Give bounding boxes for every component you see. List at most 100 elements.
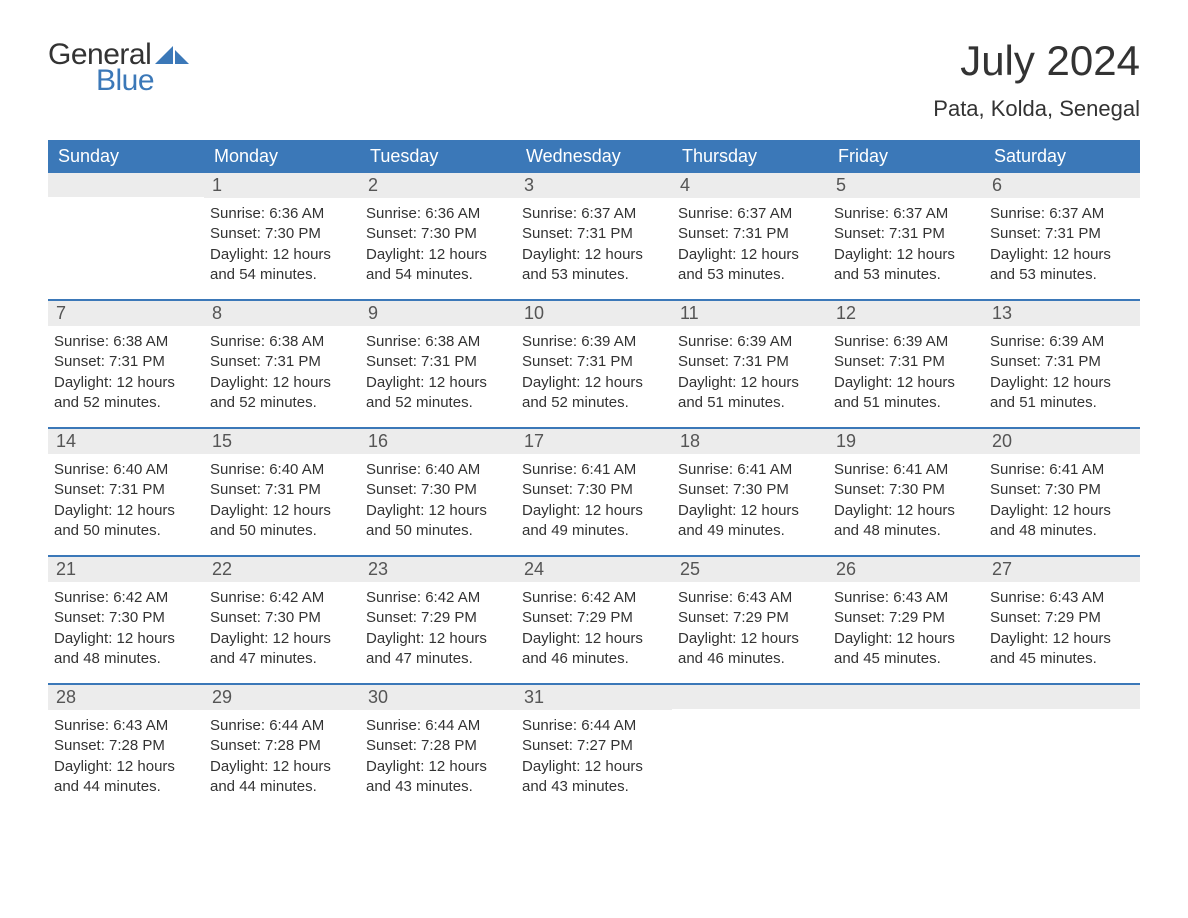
daylight-text: Daylight: 12 hours and 43 minutes. — [522, 757, 664, 798]
day-content: Sunrise: 6:40 AMSunset: 7:31 PMDaylight:… — [48, 454, 204, 555]
sunrise-text: Sunrise: 6:39 AM — [990, 332, 1132, 352]
sunrise-text: Sunrise: 6:40 AM — [366, 460, 508, 480]
sunset-text: Sunset: 7:30 PM — [522, 480, 664, 500]
daylight-text: Daylight: 12 hours and 47 minutes. — [210, 629, 352, 670]
day-cell: 16Sunrise: 6:40 AMSunset: 7:30 PMDayligh… — [360, 429, 516, 555]
day-content: Sunrise: 6:39 AMSunset: 7:31 PMDaylight:… — [984, 326, 1140, 427]
daylight-text: Daylight: 12 hours and 46 minutes. — [678, 629, 820, 670]
daylight-text: Daylight: 12 hours and 54 minutes. — [366, 245, 508, 286]
sunrise-text: Sunrise: 6:43 AM — [834, 588, 976, 608]
day-number: 1 — [204, 173, 360, 198]
day-content: Sunrise: 6:37 AMSunset: 7:31 PMDaylight:… — [516, 198, 672, 299]
daylight-text: Daylight: 12 hours and 53 minutes. — [678, 245, 820, 286]
day-content: Sunrise: 6:43 AMSunset: 7:29 PMDaylight:… — [672, 582, 828, 683]
day-cell: 20Sunrise: 6:41 AMSunset: 7:30 PMDayligh… — [984, 429, 1140, 555]
sunrise-text: Sunrise: 6:37 AM — [678, 204, 820, 224]
day-content: Sunrise: 6:39 AMSunset: 7:31 PMDaylight:… — [516, 326, 672, 427]
day-number: 13 — [984, 301, 1140, 326]
sunrise-text: Sunrise: 6:37 AM — [990, 204, 1132, 224]
day-content: Sunrise: 6:36 AMSunset: 7:30 PMDaylight:… — [204, 198, 360, 299]
day-cell — [672, 685, 828, 811]
sunset-text: Sunset: 7:27 PM — [522, 736, 664, 756]
day-number: 28 — [48, 685, 204, 710]
day-number: 19 — [828, 429, 984, 454]
weekday-header: Tuesday — [360, 140, 516, 173]
sunset-text: Sunset: 7:30 PM — [990, 480, 1132, 500]
sunrise-text: Sunrise: 6:42 AM — [54, 588, 196, 608]
daylight-text: Daylight: 12 hours and 47 minutes. — [366, 629, 508, 670]
day-number: 14 — [48, 429, 204, 454]
daylight-text: Daylight: 12 hours and 52 minutes. — [522, 373, 664, 414]
day-content: Sunrise: 6:43 AMSunset: 7:28 PMDaylight:… — [48, 710, 204, 811]
day-cell: 30Sunrise: 6:44 AMSunset: 7:28 PMDayligh… — [360, 685, 516, 811]
day-number: 11 — [672, 301, 828, 326]
day-cell: 22Sunrise: 6:42 AMSunset: 7:30 PMDayligh… — [204, 557, 360, 683]
sunset-text: Sunset: 7:31 PM — [54, 480, 196, 500]
day-number: 8 — [204, 301, 360, 326]
sunset-text: Sunset: 7:30 PM — [54, 608, 196, 628]
day-content: Sunrise: 6:41 AMSunset: 7:30 PMDaylight:… — [984, 454, 1140, 555]
day-number: 27 — [984, 557, 1140, 582]
day-content: Sunrise: 6:41 AMSunset: 7:30 PMDaylight:… — [516, 454, 672, 555]
sunset-text: Sunset: 7:31 PM — [522, 224, 664, 244]
sunset-text: Sunset: 7:31 PM — [366, 352, 508, 372]
sunrise-text: Sunrise: 6:42 AM — [366, 588, 508, 608]
daylight-text: Daylight: 12 hours and 53 minutes. — [522, 245, 664, 286]
logo-word-blue: Blue — [96, 66, 189, 96]
daylight-text: Daylight: 12 hours and 51 minutes. — [990, 373, 1132, 414]
sunrise-text: Sunrise: 6:41 AM — [834, 460, 976, 480]
sunset-text: Sunset: 7:31 PM — [834, 224, 976, 244]
daylight-text: Daylight: 12 hours and 46 minutes. — [522, 629, 664, 670]
day-number: 5 — [828, 173, 984, 198]
day-content: Sunrise: 6:43 AMSunset: 7:29 PMDaylight:… — [984, 582, 1140, 683]
sunrise-text: Sunrise: 6:44 AM — [522, 716, 664, 736]
sunrise-text: Sunrise: 6:39 AM — [678, 332, 820, 352]
day-content: Sunrise: 6:43 AMSunset: 7:29 PMDaylight:… — [828, 582, 984, 683]
week-row: 14Sunrise: 6:40 AMSunset: 7:31 PMDayligh… — [48, 427, 1140, 555]
daylight-text: Daylight: 12 hours and 52 minutes. — [366, 373, 508, 414]
day-number: 24 — [516, 557, 672, 582]
sunset-text: Sunset: 7:30 PM — [210, 608, 352, 628]
day-content: Sunrise: 6:37 AMSunset: 7:31 PMDaylight:… — [672, 198, 828, 299]
day-number: 10 — [516, 301, 672, 326]
daylight-text: Daylight: 12 hours and 44 minutes. — [54, 757, 196, 798]
sunset-text: Sunset: 7:31 PM — [834, 352, 976, 372]
sunrise-text: Sunrise: 6:43 AM — [678, 588, 820, 608]
day-content: Sunrise: 6:40 AMSunset: 7:30 PMDaylight:… — [360, 454, 516, 555]
sunset-text: Sunset: 7:31 PM — [54, 352, 196, 372]
day-number — [984, 685, 1140, 709]
sunset-text: Sunset: 7:28 PM — [210, 736, 352, 756]
day-number: 21 — [48, 557, 204, 582]
sunrise-text: Sunrise: 6:42 AM — [522, 588, 664, 608]
day-cell: 29Sunrise: 6:44 AMSunset: 7:28 PMDayligh… — [204, 685, 360, 811]
sunrise-text: Sunrise: 6:44 AM — [366, 716, 508, 736]
day-number: 3 — [516, 173, 672, 198]
sunset-text: Sunset: 7:29 PM — [522, 608, 664, 628]
sunset-text: Sunset: 7:31 PM — [990, 352, 1132, 372]
day-number: 22 — [204, 557, 360, 582]
sunrise-text: Sunrise: 6:43 AM — [54, 716, 196, 736]
day-content: Sunrise: 6:38 AMSunset: 7:31 PMDaylight:… — [48, 326, 204, 427]
week-row: 28Sunrise: 6:43 AMSunset: 7:28 PMDayligh… — [48, 683, 1140, 811]
day-number: 4 — [672, 173, 828, 198]
location-label: Pata, Kolda, Senegal — [933, 96, 1140, 122]
day-number: 6 — [984, 173, 1140, 198]
week-row: 1Sunrise: 6:36 AMSunset: 7:30 PMDaylight… — [48, 173, 1140, 299]
day-cell: 7Sunrise: 6:38 AMSunset: 7:31 PMDaylight… — [48, 301, 204, 427]
sunrise-text: Sunrise: 6:38 AM — [210, 332, 352, 352]
day-cell: 3Sunrise: 6:37 AMSunset: 7:31 PMDaylight… — [516, 173, 672, 299]
daylight-text: Daylight: 12 hours and 49 minutes. — [522, 501, 664, 542]
month-title: July 2024 — [933, 40, 1140, 82]
day-content: Sunrise: 6:44 AMSunset: 7:28 PMDaylight:… — [204, 710, 360, 811]
sunset-text: Sunset: 7:31 PM — [210, 352, 352, 372]
day-content: Sunrise: 6:44 AMSunset: 7:27 PMDaylight:… — [516, 710, 672, 811]
sunset-text: Sunset: 7:30 PM — [678, 480, 820, 500]
day-number: 15 — [204, 429, 360, 454]
sunrise-text: Sunrise: 6:37 AM — [834, 204, 976, 224]
logo-sail-icon — [155, 42, 189, 68]
calendar: Sunday Monday Tuesday Wednesday Thursday… — [48, 140, 1140, 811]
sunrise-text: Sunrise: 6:39 AM — [834, 332, 976, 352]
day-cell: 26Sunrise: 6:43 AMSunset: 7:29 PMDayligh… — [828, 557, 984, 683]
daylight-text: Daylight: 12 hours and 53 minutes. — [990, 245, 1132, 286]
daylight-text: Daylight: 12 hours and 45 minutes. — [990, 629, 1132, 670]
